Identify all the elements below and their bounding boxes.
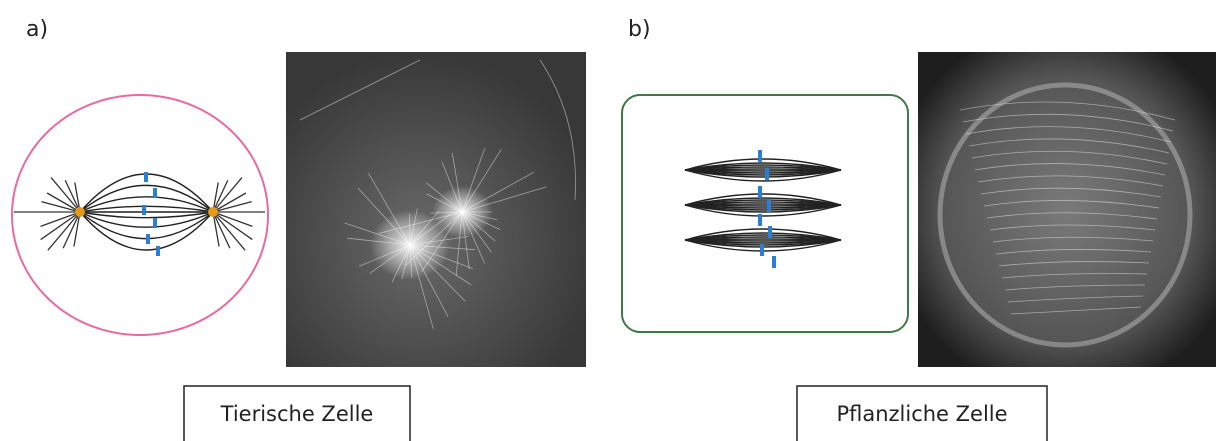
aster [432, 186, 492, 238]
kinetochore [758, 186, 762, 198]
astral-ray [213, 178, 242, 212]
spindle-fiber [685, 239, 841, 240]
spindle [14, 172, 265, 256]
kinetochore [760, 244, 764, 256]
kinetochore [772, 256, 776, 268]
spindle-fiber [685, 204, 841, 205]
spindle-fiber [80, 212, 213, 218]
kinetochore [767, 200, 771, 212]
astral-ray [51, 178, 80, 212]
astral-ray [41, 202, 80, 212]
spindle [685, 150, 841, 268]
centrosome [208, 207, 218, 217]
figure: a) b) Tierische Zelle Pflanzliche Zelle [0, 0, 1216, 441]
astral-ray [213, 202, 252, 212]
caption: Tierische Zelle [220, 402, 374, 426]
kinetochore [758, 214, 762, 226]
figure-canvas: a) b) Tierische Zelle Pflanzliche Zelle [0, 0, 1216, 441]
kinetochore [153, 218, 157, 228]
spindle-fiber [685, 169, 841, 170]
kinetochore [146, 234, 150, 244]
kinetochore [153, 188, 157, 198]
spindle-fiber [80, 206, 213, 212]
spindle-fiber [80, 185, 213, 212]
cell-membrane [12, 95, 268, 335]
micrograph [918, 52, 1216, 367]
caption: Pflanzliche Zelle [836, 402, 1007, 426]
kinetochore [768, 226, 772, 238]
cell-wall [622, 95, 908, 332]
panel-label: b) [628, 17, 651, 42]
kinetochore [142, 205, 146, 215]
kinetochore [765, 168, 769, 180]
kinetochore [144, 172, 148, 182]
panel-label: a) [26, 17, 48, 42]
centrosome [75, 207, 85, 217]
kinetochore [156, 246, 160, 256]
kinetochore [758, 150, 762, 162]
